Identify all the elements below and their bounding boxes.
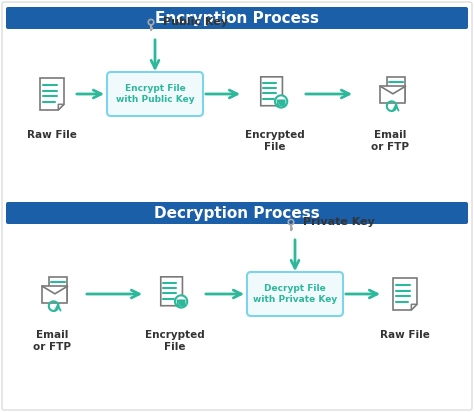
- Text: Email
or FTP: Email or FTP: [33, 330, 71, 351]
- Polygon shape: [161, 277, 182, 306]
- Text: Public Key: Public Key: [163, 17, 228, 27]
- FancyBboxPatch shape: [6, 202, 468, 224]
- Text: Raw File: Raw File: [380, 330, 430, 340]
- Text: Decrypt File
with Private Key: Decrypt File with Private Key: [253, 284, 337, 304]
- Polygon shape: [277, 101, 283, 106]
- Text: Encrypt File
with Public Key: Encrypt File with Public Key: [116, 84, 194, 104]
- Text: Encrypted
File: Encrypted File: [145, 330, 205, 351]
- FancyBboxPatch shape: [42, 286, 67, 303]
- FancyBboxPatch shape: [178, 300, 184, 305]
- Circle shape: [275, 95, 287, 108]
- Polygon shape: [393, 278, 417, 310]
- Text: Private Key: Private Key: [303, 217, 375, 227]
- FancyBboxPatch shape: [247, 272, 343, 316]
- Polygon shape: [58, 104, 64, 110]
- FancyBboxPatch shape: [278, 101, 284, 105]
- FancyBboxPatch shape: [381, 87, 405, 103]
- Text: Encryption Process: Encryption Process: [155, 10, 319, 26]
- Circle shape: [175, 295, 187, 308]
- Polygon shape: [177, 300, 182, 306]
- Polygon shape: [49, 277, 67, 301]
- Polygon shape: [261, 77, 283, 106]
- Polygon shape: [387, 77, 405, 101]
- Text: Raw File: Raw File: [27, 130, 77, 140]
- Polygon shape: [40, 78, 64, 110]
- FancyBboxPatch shape: [6, 7, 468, 29]
- FancyBboxPatch shape: [107, 72, 203, 116]
- Text: Decryption Process: Decryption Process: [154, 206, 320, 220]
- Text: Encrypted
File: Encrypted File: [245, 130, 305, 152]
- Text: Email
or FTP: Email or FTP: [371, 130, 409, 152]
- Polygon shape: [411, 304, 417, 310]
